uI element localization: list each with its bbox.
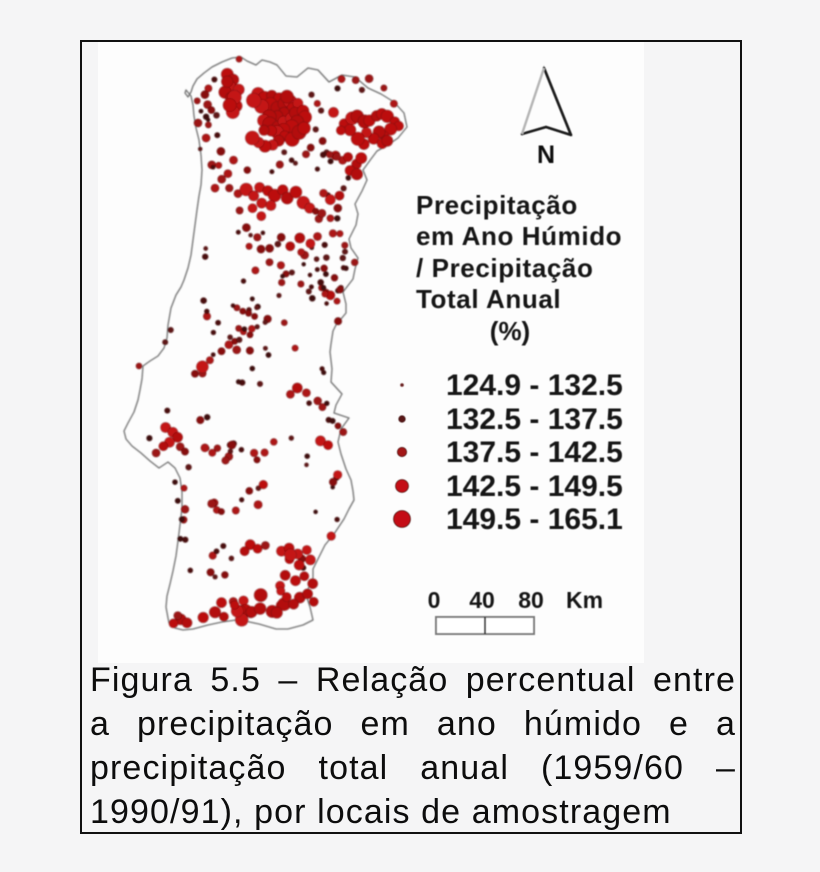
svg-text:em Ano Húmido: em Ano Húmido: [416, 221, 622, 251]
svg-text:142.5 - 149.5: 142.5 - 149.5: [446, 470, 623, 503]
svg-text:80: 80: [518, 587, 544, 613]
svg-text:124.9 - 132.5: 124.9 - 132.5: [446, 369, 623, 402]
svg-text:(%): (%): [490, 316, 530, 346]
svg-text:Precipitação: Precipitação: [416, 190, 578, 220]
svg-text:N: N: [537, 141, 555, 169]
svg-text:Km: Km: [566, 587, 603, 613]
svg-text:/ Precipitação: / Precipitação: [416, 253, 593, 283]
svg-text:40: 40: [469, 587, 495, 613]
svg-text:149.5 - 165.1: 149.5 - 165.1: [446, 503, 623, 536]
svg-text:0: 0: [428, 587, 441, 613]
svg-text:132.5 - 137.5: 132.5 - 137.5: [446, 403, 623, 436]
svg-text:137.5 - 142.5: 137.5 - 142.5: [446, 436, 623, 469]
svg-text:Total Anual: Total Anual: [416, 284, 561, 314]
